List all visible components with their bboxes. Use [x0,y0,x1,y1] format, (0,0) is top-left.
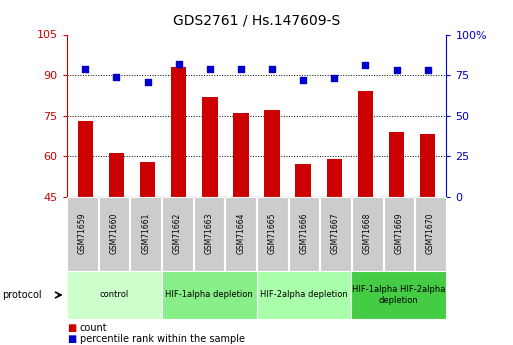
Text: ■: ■ [67,324,76,333]
Text: GSM71664: GSM71664 [236,213,245,255]
Text: GSM71662: GSM71662 [173,213,182,254]
Text: GSM71663: GSM71663 [205,213,213,255]
Text: GSM71669: GSM71669 [394,213,403,255]
Text: GDS2761 / Hs.147609-S: GDS2761 / Hs.147609-S [173,14,340,28]
Bar [295,164,311,197]
Point [174,61,183,67]
Point [330,76,339,81]
Point [112,74,121,79]
Bar [140,161,155,197]
Point [144,79,152,84]
Text: protocol: protocol [3,290,42,300]
Text: GSM71668: GSM71668 [363,213,372,254]
Text: percentile rank within the sample: percentile rank within the sample [80,334,245,344]
Bar [202,97,218,197]
Bar [233,113,249,197]
Text: GSM71659: GSM71659 [78,213,87,255]
Bar [420,135,436,197]
Point [392,67,401,73]
Text: HIF-2alpha depletion: HIF-2alpha depletion [260,290,348,299]
Text: HIF-1alpha depletion: HIF-1alpha depletion [165,290,253,299]
Bar [326,159,342,197]
Point [237,66,245,71]
Bar [264,110,280,197]
Text: GSM71667: GSM71667 [331,213,340,255]
Bar [77,121,93,197]
Point [81,66,89,71]
Text: ■: ■ [67,334,76,344]
Bar [109,154,124,197]
Text: GSM71666: GSM71666 [300,213,308,255]
Point [206,66,214,71]
Bar [358,91,373,197]
Text: GSM71665: GSM71665 [268,213,277,255]
Point [299,77,307,83]
Point [361,62,369,68]
Point [268,66,276,71]
Text: HIF-1alpha HIF-2alpha
depletion: HIF-1alpha HIF-2alpha depletion [352,285,446,305]
Text: GSM71670: GSM71670 [426,213,435,255]
Text: GSM71660: GSM71660 [110,213,119,255]
Text: control: control [100,290,129,299]
Text: GSM71661: GSM71661 [141,213,150,254]
Bar [389,132,404,197]
Bar [171,67,187,197]
Text: count: count [80,324,107,333]
Point [424,67,432,73]
